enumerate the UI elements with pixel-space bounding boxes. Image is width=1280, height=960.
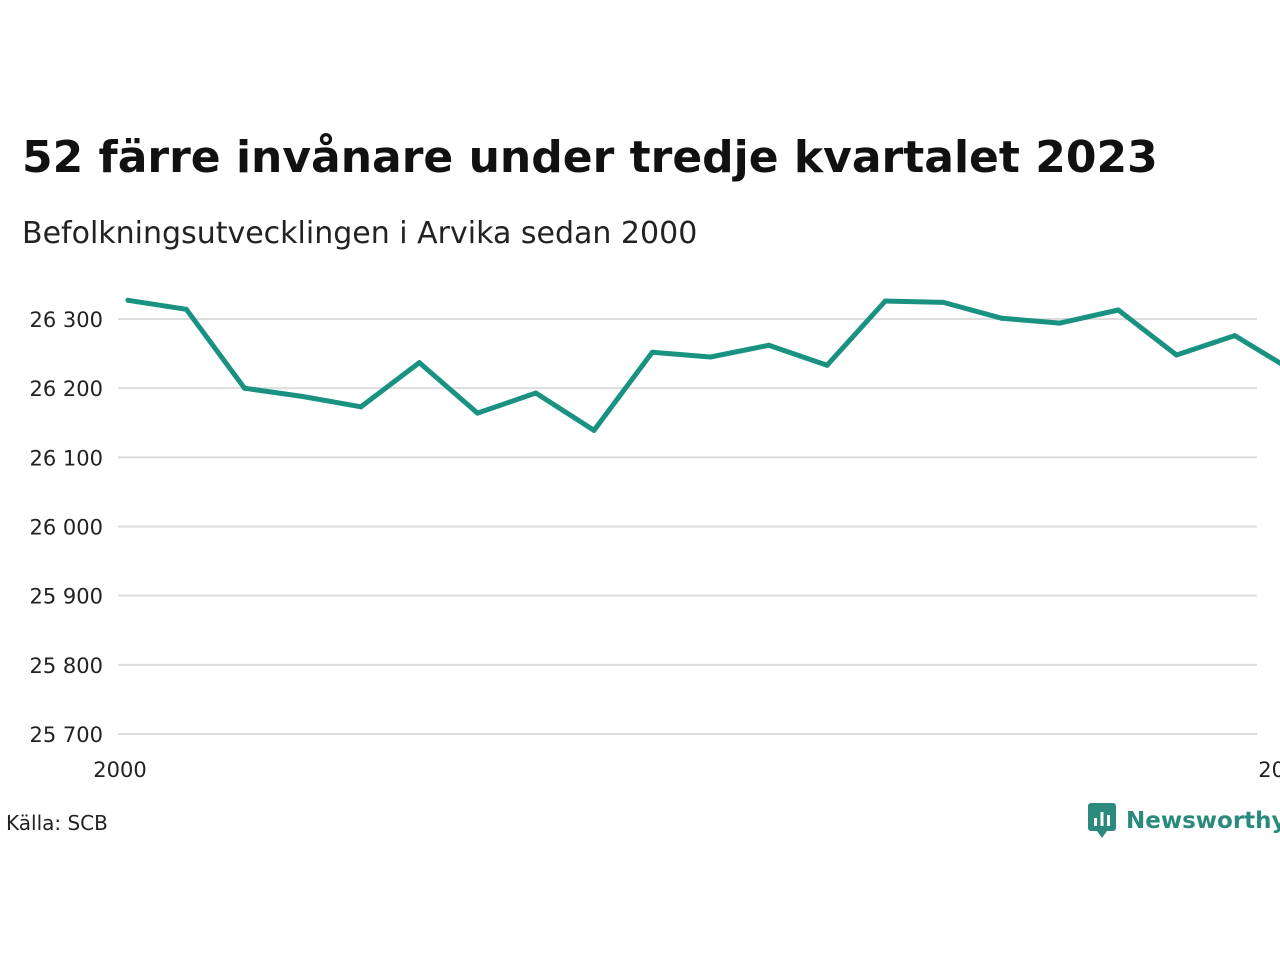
chart-subtitle: Befolkningsutvecklingen i Arvika sedan 2… — [22, 216, 698, 251]
x-tick-label: 2005 — [1258, 758, 1280, 782]
gridlines — [118, 318, 1257, 735]
data-point — [708, 354, 713, 360]
source-note: Källa: SCB — [6, 811, 108, 835]
data-point — [533, 390, 539, 396]
data-point — [941, 299, 946, 305]
y-tick-label: 25 700 — [30, 723, 103, 747]
data-point — [300, 394, 306, 399]
data-point — [824, 362, 830, 368]
data-point — [766, 342, 772, 348]
data-series — [125, 297, 1280, 433]
data-point — [125, 297, 131, 303]
x-axis-tick-labels: 20002005201020152020 — [93, 758, 1280, 782]
data-point — [1174, 352, 1179, 358]
data-point — [242, 385, 247, 391]
data-point — [475, 410, 480, 416]
data-point — [183, 306, 189, 312]
chart-title: 52 färre invånare under tredje kvartalet… — [22, 132, 1158, 183]
data-point — [416, 360, 422, 366]
population-line — [125, 297, 1280, 433]
brand-logo: Newsworthy — [1088, 803, 1280, 839]
x-tick-label: 2000 — [93, 758, 146, 782]
y-tick-label: 26 000 — [30, 516, 103, 540]
data-point — [1232, 333, 1238, 339]
data-point — [999, 315, 1005, 321]
y-tick-label: 26 100 — [30, 446, 103, 470]
y-tick-label: 25 800 — [30, 654, 103, 678]
newsworthy-logo-icon — [1088, 803, 1116, 838]
data-point — [649, 349, 655, 355]
data-point — [1115, 307, 1121, 313]
data-point — [358, 404, 364, 410]
y-tick-label: 26 200 — [30, 377, 103, 401]
data-point — [591, 427, 597, 433]
data-point — [1057, 320, 1063, 326]
y-tick-label: 25 900 — [30, 585, 103, 609]
data-point — [882, 298, 888, 304]
brand-name: Newsworthy — [1126, 808, 1280, 834]
y-axis-tick-labels: 25 700 25 800 25 900 26 000 26 100 26 200 26 3… — [30, 308, 103, 747]
y-tick-label: 26 300 — [30, 308, 103, 332]
